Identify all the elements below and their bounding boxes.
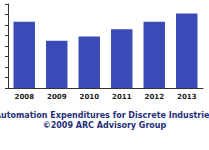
svg-text:2010: 2010 (80, 93, 100, 101)
svg-text:2013: 2013 (177, 93, 197, 101)
svg-text:©2009 ARC Advisory Group: ©2009 ARC Advisory Group (43, 121, 167, 130)
svg-text:2009: 2009 (47, 93, 67, 101)
svg-text:2011: 2011 (112, 93, 132, 101)
svg-text:Automation Expenditures for Di: Automation Expenditures for Discrete Ind… (0, 111, 209, 120)
svg-text:2008: 2008 (15, 93, 35, 101)
svg-text:2012: 2012 (145, 93, 165, 101)
